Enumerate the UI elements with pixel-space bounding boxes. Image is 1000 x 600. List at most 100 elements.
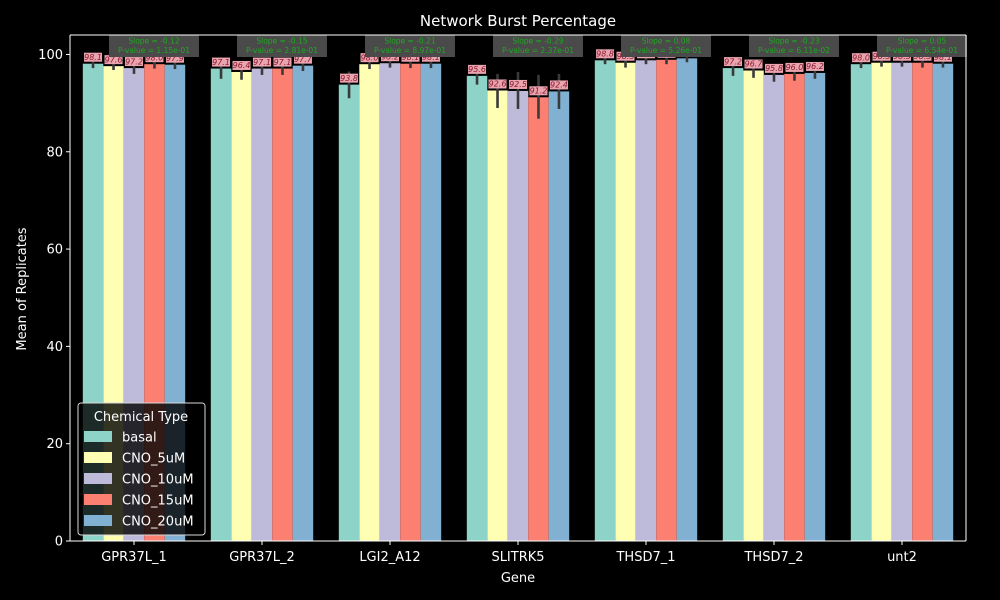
value-label-basal-GPR37L_2: 97.1: [212, 57, 231, 67]
x-tick-label: THSD7_2: [743, 550, 803, 565]
value-label-text: 97.9: [166, 54, 184, 63]
legend-swatch-CNO_15uM: [84, 494, 112, 505]
value-label-text: 97.1: [212, 58, 230, 67]
y-tick-label: 0: [55, 535, 63, 550]
stat-annotation-bg: [749, 35, 839, 57]
bar-CNO_5uM-THSD7_2: [743, 70, 764, 542]
x-axis-label: Gene: [501, 571, 535, 586]
x-tick-label: THSD7_1: [615, 550, 675, 565]
slope-text: Slope = -0.15: [256, 37, 307, 46]
legend-swatch-CNO_20uM: [84, 515, 112, 526]
value-label-bg: [549, 80, 568, 90]
value-label-CNO_10uM-GPR37L_1: 97.2: [125, 57, 143, 66]
stat-annotation-bg: [493, 35, 583, 57]
y-axis-label: Mean of Replicates: [15, 227, 30, 350]
bar-CNO_20uM-unt2: [932, 63, 954, 542]
value-label-CNO_5uM-GPR37L_1: 97.6: [104, 55, 123, 64]
value-label-text: 98.1: [422, 53, 440, 62]
legend-label-CNO_5uM: CNO_5uM: [122, 452, 185, 467]
legend-swatch-basal: [84, 431, 112, 442]
p-value-text: P-value = 8.97e-01: [374, 46, 446, 55]
stat-annotation-bg: [877, 35, 967, 57]
stat-annotation-bg: [237, 35, 327, 57]
value-label-CNO_10uM-GPR37L_2: 97.1: [253, 57, 271, 67]
value-label-text: 96.0: [786, 63, 804, 72]
value-label-bg: [724, 57, 743, 67]
y-tick-label: 60: [46, 243, 63, 258]
value-label-bg: [765, 63, 783, 73]
value-label-text: 97.7: [294, 55, 313, 64]
p-value-text: P-value = 1.15e-01: [118, 46, 190, 55]
bar-CNO_5uM-GPR37L_2: [231, 71, 252, 541]
bar-basal-GPR37L_2: [210, 68, 232, 541]
value-label-CNO_15uM-THSD7_2: 96.0: [785, 62, 804, 72]
value-label-text: 98.1: [402, 53, 420, 62]
value-label-text: 97.1: [274, 58, 292, 67]
value-label-CNO_10uM-SLITRK5: 92.5: [509, 79, 527, 89]
value-label-bg: [401, 52, 420, 62]
value-label-CNO_20uM-SLITRK5: 92.4: [549, 80, 568, 90]
stat-annotation-THSD7_2: Slope = -0.23P-value = 6.11e-02: [749, 35, 839, 57]
value-label-text: 98.0: [852, 53, 870, 62]
value-label-basal-GPR37L_1: 98.1: [84, 52, 103, 62]
bar-CNO_15uM-THSD7_1: [656, 59, 677, 542]
stat-annotation-GPR37L_2: Slope = -0.15P-value = 2.81e-01: [237, 35, 327, 57]
value-label-text: 91.2: [530, 86, 548, 95]
y-tick-label: 100: [38, 48, 63, 63]
value-label-text: 98.0: [146, 53, 164, 62]
bar-CNO_10uM-GPR37L_2: [251, 68, 273, 541]
value-label-bg: [145, 53, 164, 63]
p-value-text: P-value = 6.54e-01: [886, 46, 958, 55]
legend-label-CNO_10uM: CNO_10uM: [122, 473, 194, 488]
bar-CNO_10uM-THSD7_1: [635, 60, 657, 542]
value-label-CNO_20uM-GPR37L_2: 97.7: [293, 54, 313, 64]
value-label-text: 95.6: [468, 65, 486, 74]
p-value-text: P-value = 5.26e-01: [630, 46, 702, 55]
value-label-CNO_15uM-LGI2_A12: 98.1: [401, 52, 420, 62]
bar-basal-THSD7_2: [722, 68, 744, 541]
value-label-CNO_20uM-LGI2_A12: 98.1: [421, 52, 440, 62]
chart-legend: Chemical Type basal CNO_5uM CNO_10uM CNO_15…: [77, 402, 206, 536]
p-value-text: P-value = 2.37e-01: [502, 46, 574, 55]
y-tick-label: 40: [46, 340, 63, 355]
value-label-text: 92.5: [509, 80, 527, 89]
bar-CNO_20uM-GPR37L_2: [292, 65, 314, 542]
slope-text: Slope = 0.05: [898, 37, 947, 46]
value-label-bg: [529, 86, 548, 96]
bar-CNO_20uM-THSD7_1: [676, 58, 698, 541]
bar-CNO_15uM-THSD7_2: [784, 73, 805, 542]
value-label-bg: [125, 57, 143, 67]
value-label-bg: [273, 57, 292, 67]
value-label-bg: [253, 57, 271, 67]
chart-title: Network Burst Percentage: [420, 12, 616, 30]
value-label-bg: [165, 53, 184, 63]
stat-annotation-unt2: Slope = 0.05P-value = 6.54e-01: [877, 35, 967, 57]
bar-basal-SLITRK5: [466, 75, 488, 542]
bar-CNO_20uM-LGI2_A12: [420, 63, 442, 542]
value-label-CNO_10uM-THSD7_2: 95.8: [765, 63, 783, 73]
p-value-text: P-value = 2.81e-01: [246, 46, 318, 55]
value-label-basal-LGI2_A12: 93.8: [340, 73, 359, 83]
bar-basal-LGI2_A12: [338, 84, 360, 541]
value-label-text: 98.1: [84, 53, 102, 62]
value-label-bg: [232, 60, 251, 70]
value-label-text: 92.4: [550, 81, 568, 90]
bar-CNO_5uM-unt2: [871, 62, 892, 541]
bar-CNO_15uM-GPR37L_2: [272, 68, 293, 541]
value-label-CNO_5uM-SLITRK5: 92.6: [488, 79, 507, 89]
value-label-bg: [212, 57, 231, 67]
value-label-text: 98.0: [361, 53, 379, 62]
bar-CNO_10uM-THSD7_2: [763, 74, 785, 542]
value-label-CNO_20uM-unt2: 98.1: [933, 52, 952, 62]
value-label-CNO_5uM-LGI2_A12: 98.0: [360, 53, 379, 62]
value-label-text: 97.1: [253, 58, 271, 67]
value-label-basal-THSD7_2: 97.2: [724, 57, 743, 67]
legend-title: Chemical Type: [94, 410, 188, 425]
value-label-bg: [744, 59, 763, 69]
value-label-text: 96.4: [233, 61, 251, 70]
x-tick-label: LGI2_A12: [359, 550, 420, 565]
bar-basal-unt2: [850, 64, 872, 541]
value-label-text: 95.8: [765, 64, 783, 73]
legend-swatch-CNO_10uM: [84, 473, 112, 484]
